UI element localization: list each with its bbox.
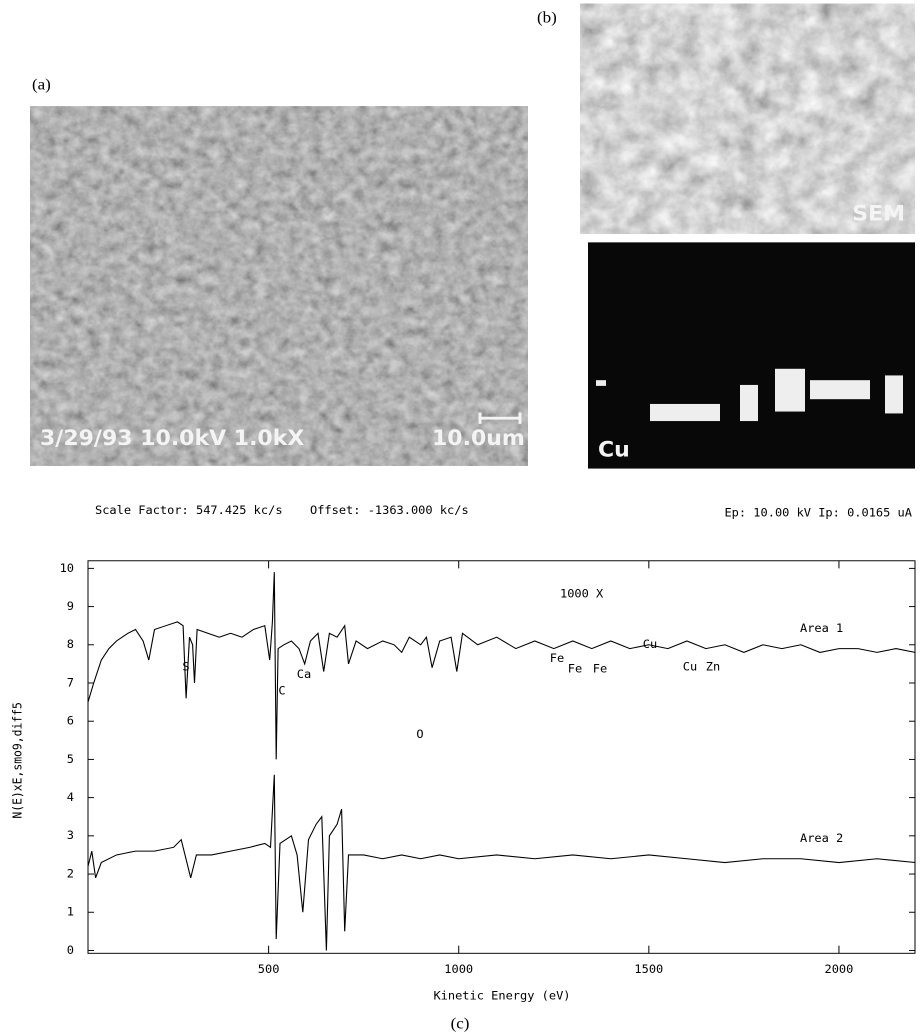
cu-map — [588, 242, 915, 469]
peak-label: Fe — [568, 662, 582, 676]
panel-label: (b) — [537, 8, 557, 27]
peak-label: O — [416, 727, 423, 741]
peak-label: Fe — [593, 662, 607, 676]
peak-label: Cu — [683, 660, 697, 674]
panel-label: (a) — [32, 75, 51, 94]
plot-frame — [87, 560, 916, 954]
series-label: Area 2 — [800, 832, 843, 846]
x-tick-label: 2000 — [825, 962, 854, 976]
sem-texture — [580, 3, 915, 234]
x-axis-label: Kinetic Energy (eV) — [433, 989, 570, 1003]
peak-label: Zn — [706, 660, 720, 674]
cu-signal — [596, 368, 903, 422]
spectrum-line — [87, 572, 916, 760]
scale-bar-label: 10.0um — [432, 426, 525, 450]
peak-label: S — [182, 660, 189, 674]
image-label: SEM — [852, 202, 905, 226]
y-tick-label: 10 — [60, 561, 74, 575]
image-label: Cu — [598, 438, 630, 462]
y-tick-label: 1 — [67, 905, 74, 919]
y-tick-label: 4 — [67, 790, 74, 804]
offset: Offset: -1363.000 kc/s — [310, 503, 469, 517]
panel-label: (c) — [451, 1014, 470, 1033]
peak-label: Ca — [297, 668, 311, 682]
peak-label: Cu — [643, 637, 657, 651]
series-label: Area 1 — [800, 621, 843, 635]
y-tick-label: 5 — [67, 752, 74, 766]
beam-conditions: Ep: 10.00 kV Ip: 0.0165 uA — [724, 506, 912, 520]
y-axis-label: N(E)xE,smo9,diff5 — [10, 702, 24, 819]
x-tick-label: 500 — [258, 962, 280, 976]
sem-texture — [30, 106, 528, 466]
scale-bar — [478, 412, 522, 424]
peak-label: Fe — [550, 651, 564, 665]
y-tick-label: 2 — [67, 867, 74, 881]
y-tick-label: 7 — [67, 676, 74, 690]
x-tick-label: 1000 — [444, 962, 473, 976]
image-caption: 3/29/93 10.0kV 1.0kX — [40, 426, 305, 450]
x-tick-label: 1500 — [634, 962, 663, 976]
y-tick-label: 3 — [67, 829, 74, 843]
peak-label: C — [278, 684, 285, 698]
y-tick-label: 0 — [67, 943, 74, 957]
scale-factor: Scale Factor: 547.425 kc/s — [95, 503, 283, 517]
y-tick-label: 8 — [67, 637, 74, 651]
y-tick-label: 6 — [67, 714, 74, 728]
magnification: 1000 X — [560, 587, 603, 601]
y-tick-label: 9 — [67, 599, 74, 613]
spectrum-line — [87, 774, 916, 951]
